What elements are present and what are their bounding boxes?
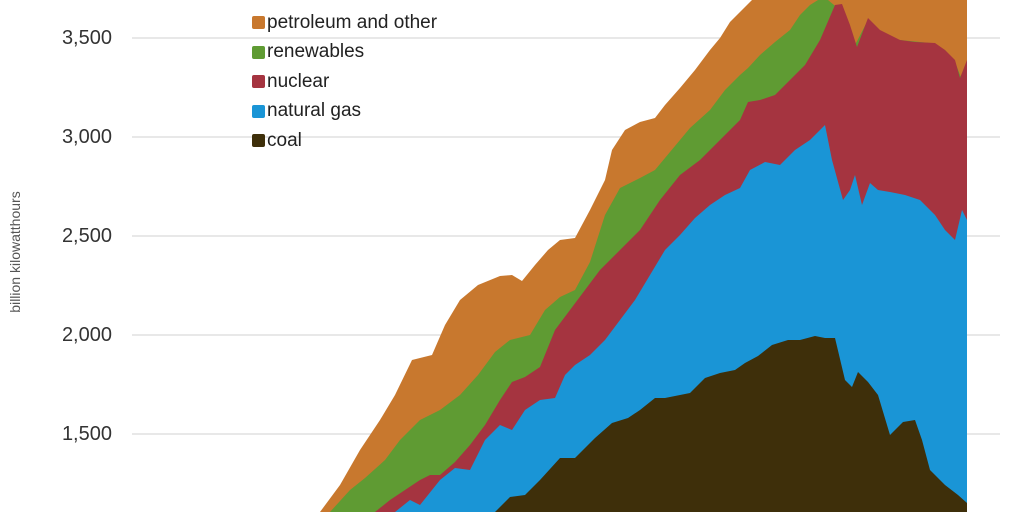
y-tick-3500: 3,500	[61, 27, 112, 49]
legend-label: renewables	[267, 41, 365, 62]
y-tick-1500: 1,500	[61, 423, 112, 445]
legend-label: nuclear	[267, 70, 330, 92]
legend-item-natural-gas: natural gas	[252, 97, 437, 126]
legend-label: petroleum and other	[267, 11, 438, 33]
legend-item-renewables: renewables	[252, 38, 437, 67]
swatch-petroleum-icon	[252, 16, 265, 29]
legend-label: natural gas	[267, 100, 362, 121]
legend-item-nuclear: nuclear	[252, 67, 437, 96]
y-tick-3000: 3,000	[61, 126, 112, 148]
area-layers	[320, 0, 967, 512]
area-coal	[495, 336, 967, 512]
legend-item-petroleum: petroleum and other	[252, 8, 437, 37]
legend: petroleum and other renewables nuclear n…	[252, 8, 437, 156]
y-tick-2000: 2,000	[61, 324, 112, 346]
legend-item-coal: coal	[252, 126, 437, 155]
swatch-natural-gas-icon	[252, 104, 265, 118]
swatch-nuclear-icon	[252, 75, 265, 88]
swatch-renewables-icon	[252, 45, 265, 59]
swatch-coal-icon	[252, 134, 265, 147]
y-axis-title: billion kilowatthours	[7, 191, 23, 313]
y-tick-2500: 2,500	[61, 225, 112, 247]
legend-label: coal	[267, 129, 302, 151]
